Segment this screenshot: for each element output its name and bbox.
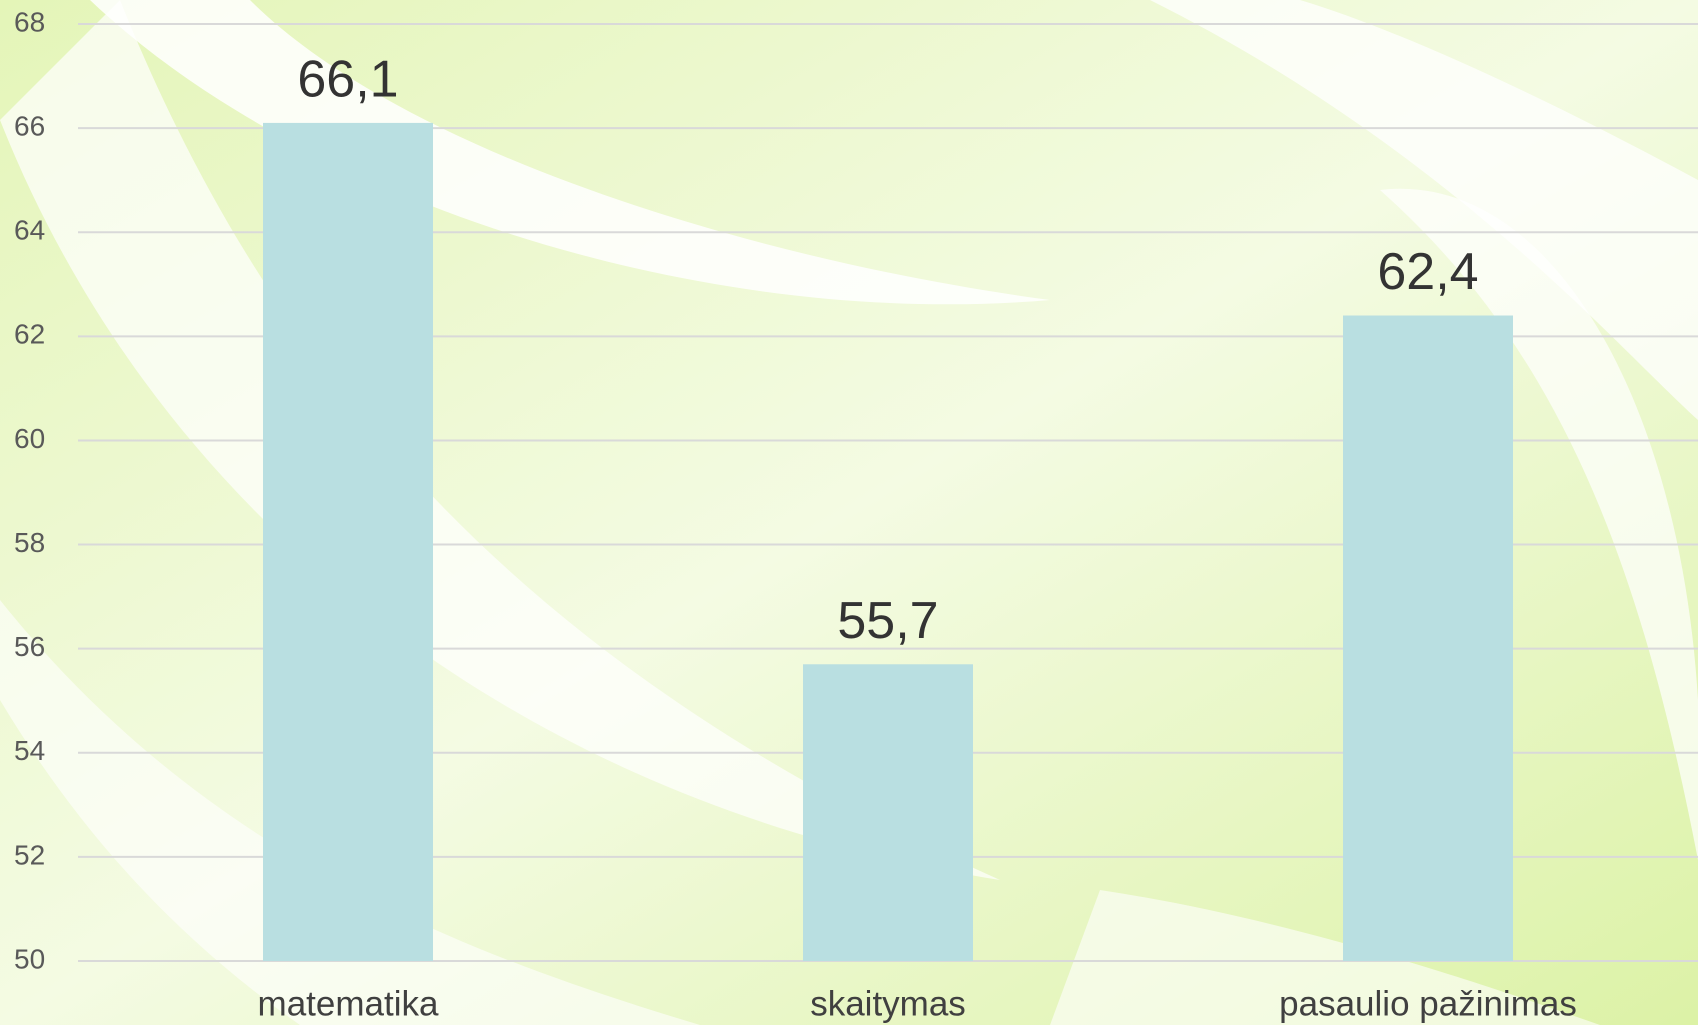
- y-tick-label: 62: [14, 319, 45, 350]
- x-tick-label: pasaulio pažinimas: [1279, 984, 1577, 1023]
- bar: [263, 123, 433, 961]
- value-label: 55,7: [837, 592, 938, 650]
- bar: [1343, 316, 1513, 961]
- y-tick-label: 64: [14, 215, 45, 246]
- value-label: 66,1: [297, 51, 398, 109]
- y-tick-label: 52: [14, 839, 45, 870]
- y-tick-label: 66: [14, 111, 45, 142]
- x-tick-label: skaitymas: [810, 984, 966, 1023]
- y-tick-label: 60: [14, 423, 45, 454]
- chart: 50 52 54 56 58 60 62 64 66 68 matematika 66,1 skait…: [0, 0, 1698, 1025]
- y-tick-label: 50: [14, 943, 45, 974]
- bar: [803, 664, 973, 961]
- x-tick-label: matematika: [258, 984, 439, 1023]
- value-label: 62,4: [1377, 243, 1478, 301]
- y-tick-label: 68: [14, 6, 45, 37]
- y-tick-label: 56: [14, 631, 45, 662]
- y-tick-label: 54: [14, 735, 45, 766]
- y-tick-label: 58: [14, 527, 45, 558]
